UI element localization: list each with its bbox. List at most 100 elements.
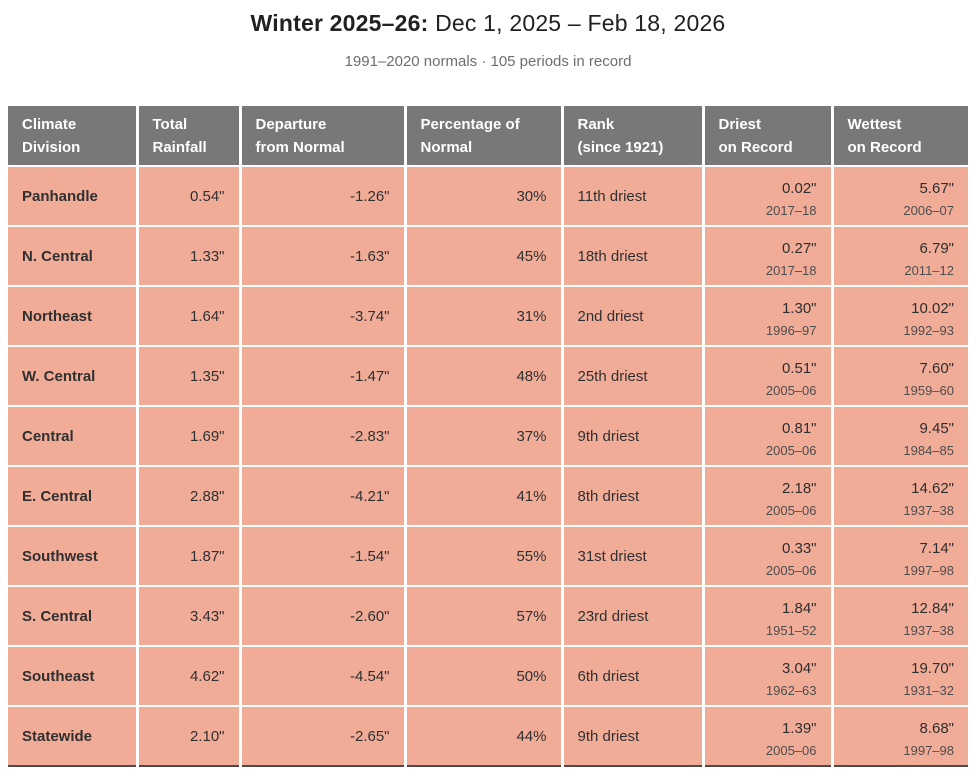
wettest-on-record-cell: 7.60" 1959–60 xyxy=(832,346,968,407)
rank-cell: 2nd driest xyxy=(562,286,705,347)
percent-of-normal-cell: 41% xyxy=(405,466,564,527)
rank-cell: 8th driest xyxy=(562,466,705,527)
total-rainfall-cell: 1.64" xyxy=(137,286,242,347)
wettest-value: 9.45" xyxy=(919,419,954,437)
wettest-value: 7.14" xyxy=(919,539,954,557)
departure-cell: -2.60" xyxy=(240,586,407,647)
division-cell: Panhandle xyxy=(8,166,139,227)
page-title-dates: Dec 1, 2025 – Feb 18, 2026 xyxy=(428,10,726,36)
column-header-line2: Division xyxy=(22,138,81,156)
division-cell: Southwest xyxy=(8,526,139,587)
departure-cell: -1.63" xyxy=(240,226,407,287)
wettest-on-record-cell: 10.02" 1992–93 xyxy=(832,286,968,347)
rank-cell: 31st driest xyxy=(562,526,705,587)
division-cell: Southeast xyxy=(8,646,139,707)
driest-on-record-cell: 0.33" 2005–06 xyxy=(703,526,834,587)
column-header-line1: Percentage of xyxy=(420,115,520,133)
driest-value: 0.02" xyxy=(781,179,817,197)
column-header-line1: Climate xyxy=(22,115,77,133)
driest-value: 0.51" xyxy=(781,359,817,377)
driest-year: 2005–06 xyxy=(765,562,817,578)
wettest-value: 14.62" xyxy=(911,479,954,497)
column-header-line1: Rank xyxy=(577,115,615,133)
driest-value: 0.33" xyxy=(781,539,817,557)
table-row: W. Central 1.35" -1.47" 48% 25th driest 0.51"… xyxy=(8,346,968,407)
division-cell: Statewide xyxy=(8,706,139,766)
wettest-year: 1937–38 xyxy=(903,622,954,638)
wettest-on-record-cell: 7.14" 1997–98 xyxy=(832,526,968,587)
wettest-on-record-cell: 12.84" 1937–38 xyxy=(832,586,968,647)
departure-cell: -3.74" xyxy=(240,286,407,347)
rank-cell: 6th driest xyxy=(562,646,705,707)
driest-value: 2.18" xyxy=(781,479,817,497)
column-header-rank-since-1921: Rank (since 1921) xyxy=(562,106,705,167)
driest-value: 0.27" xyxy=(781,239,817,257)
table-header-row: Climate Division Total Rainfall Departure fro… xyxy=(8,106,968,167)
departure-cell: -4.21" xyxy=(240,466,407,527)
wettest-year: 1997–98 xyxy=(903,742,954,758)
wettest-year: 1997–98 xyxy=(903,562,954,578)
driest-on-record-cell: 0.02" 2017–18 xyxy=(703,166,834,227)
driest-value: 1.84" xyxy=(781,599,817,617)
column-header-percentage-of-normal: Percentage of Normal xyxy=(405,106,564,167)
page-title: Winter 2025–26: Dec 1, 2025 – Feb 18, 20… xyxy=(0,9,976,37)
table-row: E. Central 2.88" -4.21" 41% 8th driest 2.18" 2… xyxy=(8,466,968,527)
driest-on-record-cell: 1.84" 1951–52 xyxy=(703,586,834,647)
wettest-on-record-cell: 8.68" 1997–98 xyxy=(832,706,968,766)
driest-year: 2005–06 xyxy=(765,382,817,398)
total-rainfall-cell: 4.62" xyxy=(137,646,242,707)
division-cell: S. Central xyxy=(8,586,139,647)
column-header-driest-on-record: Driest on Record xyxy=(703,106,834,167)
column-header-line2: Normal xyxy=(420,138,473,156)
wettest-on-record-cell: 5.67" 2006–07 xyxy=(832,166,968,227)
column-header-line2: from Normal xyxy=(255,138,345,156)
column-header-line1: Wettest xyxy=(847,115,902,133)
total-rainfall-cell: 1.69" xyxy=(137,406,242,467)
driest-year: 1962–63 xyxy=(765,682,817,698)
table-row: N. Central 1.33" -1.63" 45% 18th driest 0.27"… xyxy=(8,226,968,287)
driest-year: 2005–06 xyxy=(765,442,817,458)
table-row: Central 1.69" -2.83" 37% 9th driest 0.81" 2005… xyxy=(8,406,968,467)
percent-of-normal-cell: 37% xyxy=(405,406,564,467)
column-header-climate-division: Climate Division xyxy=(8,106,139,167)
percent-of-normal-cell: 55% xyxy=(405,526,564,587)
percent-of-normal-cell: 57% xyxy=(405,586,564,647)
driest-on-record-cell: 1.30" 1996–97 xyxy=(703,286,834,347)
rank-cell: 18th driest xyxy=(562,226,705,287)
column-header-line1: Total xyxy=(152,115,188,133)
total-rainfall-cell: 3.43" xyxy=(137,586,242,647)
driest-on-record-cell: 3.04" 1962–63 xyxy=(703,646,834,707)
rank-cell: 11th driest xyxy=(562,166,705,227)
table-row: Statewide 2.10" -2.65" 44% 9th driest 1.39" 20… xyxy=(8,706,968,766)
departure-cell: -2.83" xyxy=(240,406,407,467)
table-row: Panhandle 0.54" -1.26" 30% 11th driest 0.02" 2… xyxy=(8,166,968,227)
total-rainfall-cell: 0.54" xyxy=(137,166,242,227)
percent-of-normal-cell: 31% xyxy=(405,286,564,347)
driest-on-record-cell: 1.39" 2005–06 xyxy=(703,706,834,766)
total-rainfall-cell: 1.33" xyxy=(137,226,242,287)
wettest-year: 1984–85 xyxy=(903,442,954,458)
driest-year: 2005–06 xyxy=(765,742,817,758)
column-header-departure-from-normal: Departure from Normal xyxy=(240,106,407,167)
driest-value: 3.04" xyxy=(781,659,817,677)
climate-divisions-table: Climate Division Total Rainfall Departure fro… xyxy=(8,106,968,767)
percent-of-normal-cell: 45% xyxy=(405,226,564,287)
wettest-year: 1992–93 xyxy=(903,322,954,338)
wettest-value: 10.02" xyxy=(911,299,954,317)
total-rainfall-cell: 2.88" xyxy=(137,466,242,527)
wettest-value: 8.68" xyxy=(919,719,954,737)
wettest-on-record-cell: 19.70" 1931–32 xyxy=(832,646,968,707)
wettest-year: 1937–38 xyxy=(903,502,954,518)
driest-year: 2017–18 xyxy=(765,262,817,278)
column-header-total-rainfall: Total Rainfall xyxy=(137,106,242,167)
division-cell: Northeast xyxy=(8,286,139,347)
wettest-value: 19.70" xyxy=(911,659,954,677)
rank-cell: 9th driest xyxy=(562,406,705,467)
driest-value: 1.30" xyxy=(781,299,817,317)
wettest-year: 2006–07 xyxy=(903,202,954,218)
driest-on-record-cell: 0.27" 2017–18 xyxy=(703,226,834,287)
percent-of-normal-cell: 30% xyxy=(405,166,564,227)
table-row: Southwest 1.87" -1.54" 55% 31st driest 0.33" 2… xyxy=(8,526,968,587)
percent-of-normal-cell: 44% xyxy=(405,706,564,766)
